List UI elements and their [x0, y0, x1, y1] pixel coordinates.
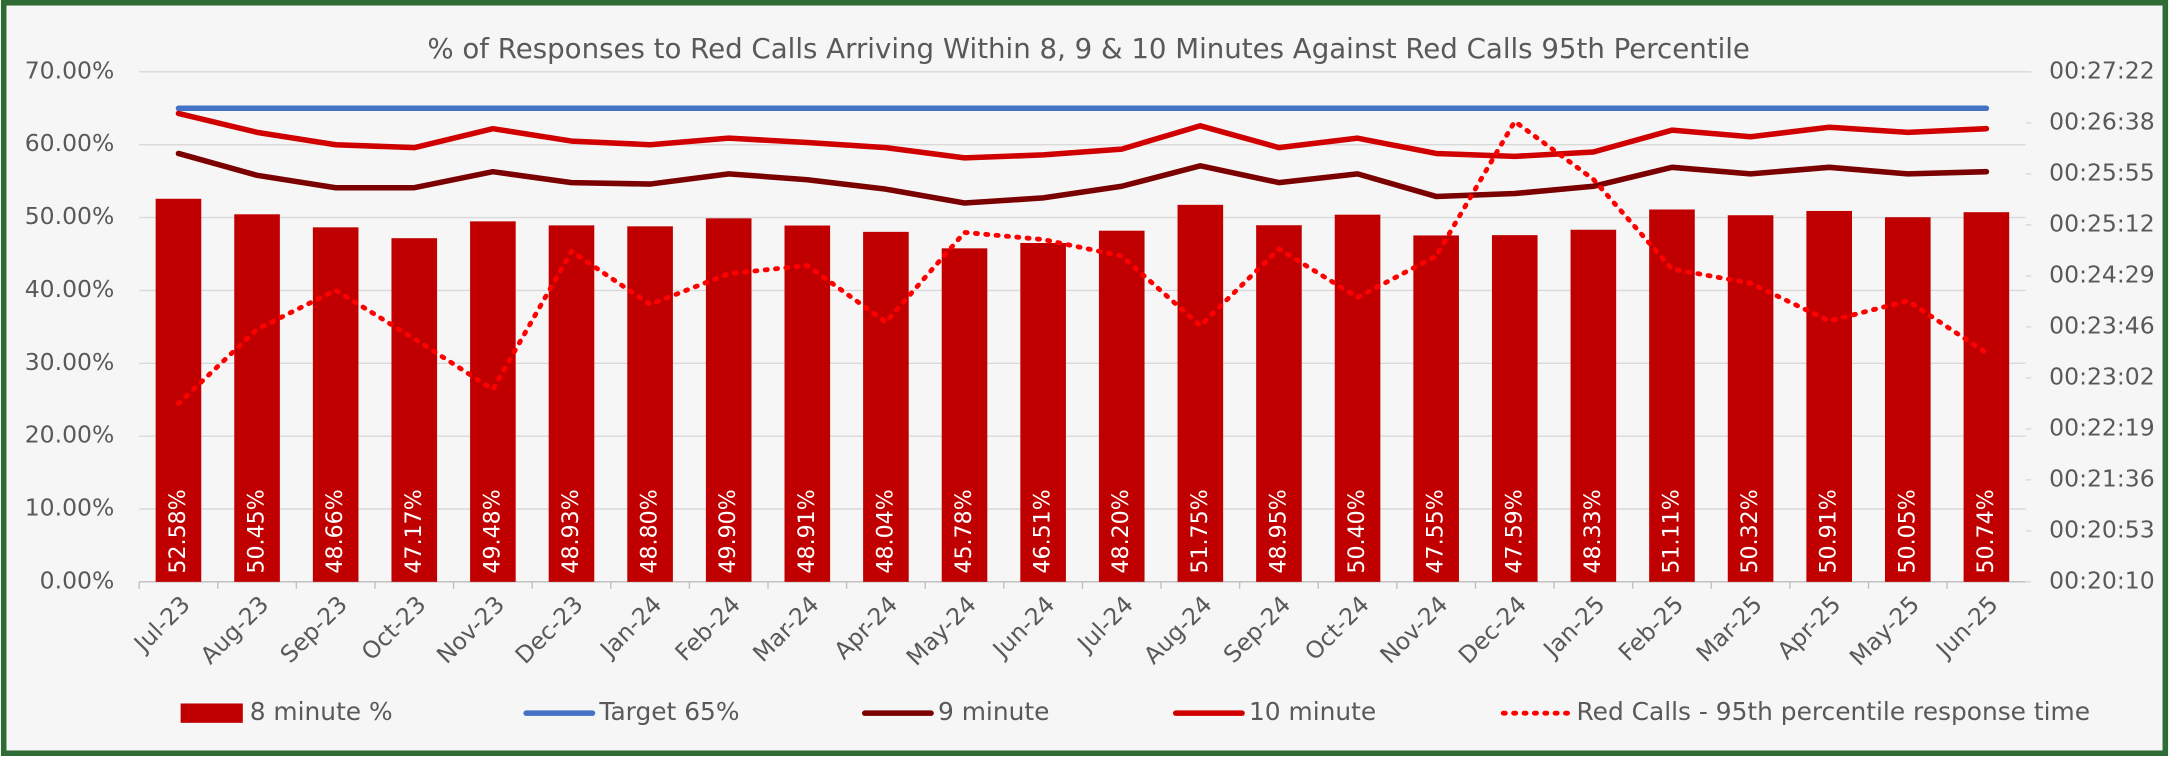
value-label: 48.33%	[1580, 489, 1606, 573]
value-label: 47.59%	[1501, 489, 1527, 573]
value-label: 45.78%	[951, 489, 977, 573]
bar	[941, 248, 988, 582]
legend-label: Red Calls - 95th percentile response tim…	[1577, 697, 2091, 726]
legend-label: 8 minute %	[250, 697, 393, 726]
value-label: 51.11%	[1658, 489, 1684, 573]
value-label: 51.75%	[1187, 489, 1213, 573]
legend-label: 9 minute	[938, 697, 1049, 726]
value-label: 47.17%	[401, 489, 427, 573]
value-label: 50.45%	[244, 489, 270, 573]
value-label: 48.04%	[872, 489, 898, 573]
chart-title: % of Responses to Red Calls Arriving Wit…	[427, 32, 1750, 65]
y2-tick-label: 00:23:02	[2049, 362, 2154, 390]
y-tick-label: 20.00%	[25, 421, 115, 449]
value-label: 50.32%	[1737, 489, 1763, 573]
bar	[1413, 235, 1459, 582]
value-label: 48.20%	[1108, 489, 1134, 573]
value-label: 50.40%	[1344, 489, 1370, 573]
value-label: 48.95%	[1265, 489, 1291, 573]
y-tick-label: 0.00%	[40, 566, 115, 594]
y2-tick-label: 00:25:55	[2049, 158, 2154, 186]
bar	[548, 225, 595, 582]
y2-tick-label: 00:27:22	[2049, 56, 2154, 84]
bar	[1020, 243, 1066, 582]
y-tick-label: 60.00%	[25, 129, 115, 157]
value-label: 48.66%	[322, 489, 348, 573]
y2-tick-label: 00:22:19	[2049, 413, 2154, 441]
value-label: 48.91%	[794, 489, 820, 573]
y2-tick-label: 00:26:38	[2049, 107, 2154, 135]
bar	[1884, 217, 1931, 582]
bar	[863, 231, 909, 582]
value-label: 49.90%	[715, 489, 741, 573]
line	[175, 110, 1990, 161]
y2-tick-label: 00:24:29	[2049, 260, 2154, 288]
value-label: 48.80%	[637, 489, 663, 573]
bar	[1570, 229, 1617, 582]
legend-label: Target 65%	[598, 697, 739, 726]
bar	[1806, 210, 1852, 582]
value-label: 50.91%	[1816, 489, 1842, 573]
bar	[1491, 235, 1538, 582]
bar	[1177, 204, 1224, 582]
y-tick-label: 50.00%	[25, 202, 115, 230]
legend-swatch	[180, 703, 243, 723]
bar	[234, 214, 280, 582]
bar	[1256, 225, 1302, 582]
y-tick-label: 30.00%	[25, 348, 115, 376]
y-tick-label: 70.00%	[25, 56, 115, 84]
bar	[1963, 212, 2010, 582]
bar	[470, 221, 516, 582]
bar	[1098, 230, 1145, 582]
value-label: 52.58%	[165, 489, 191, 573]
line	[176, 119, 1989, 407]
y2-tick-label: 00:20:10	[2049, 566, 2154, 594]
bar	[312, 227, 359, 582]
bar	[391, 238, 438, 582]
y-tick-label: 40.00%	[25, 275, 115, 303]
value-label: 49.48%	[479, 489, 505, 573]
y2-tick-label: 00:21:36	[2049, 464, 2154, 492]
y2-tick-label: 00:20:53	[2049, 515, 2154, 543]
y2-tick-label: 00:23:46	[2049, 311, 2154, 339]
bar	[1334, 214, 1381, 582]
y2-tick-label: 00:25:12	[2049, 209, 2154, 237]
value-label: 48.93%	[558, 489, 584, 573]
line	[175, 150, 1990, 206]
value-label: 47.55%	[1423, 489, 1449, 573]
bar	[1727, 215, 1774, 582]
value-label: 50.74%	[1973, 489, 1999, 573]
legend-label: 10 minute	[1249, 697, 1376, 726]
y-tick-label: 10.00%	[25, 494, 115, 522]
value-label: 50.05%	[1894, 489, 1920, 573]
bar	[627, 226, 673, 582]
bar	[784, 225, 831, 582]
value-label: 46.51%	[1030, 489, 1056, 573]
